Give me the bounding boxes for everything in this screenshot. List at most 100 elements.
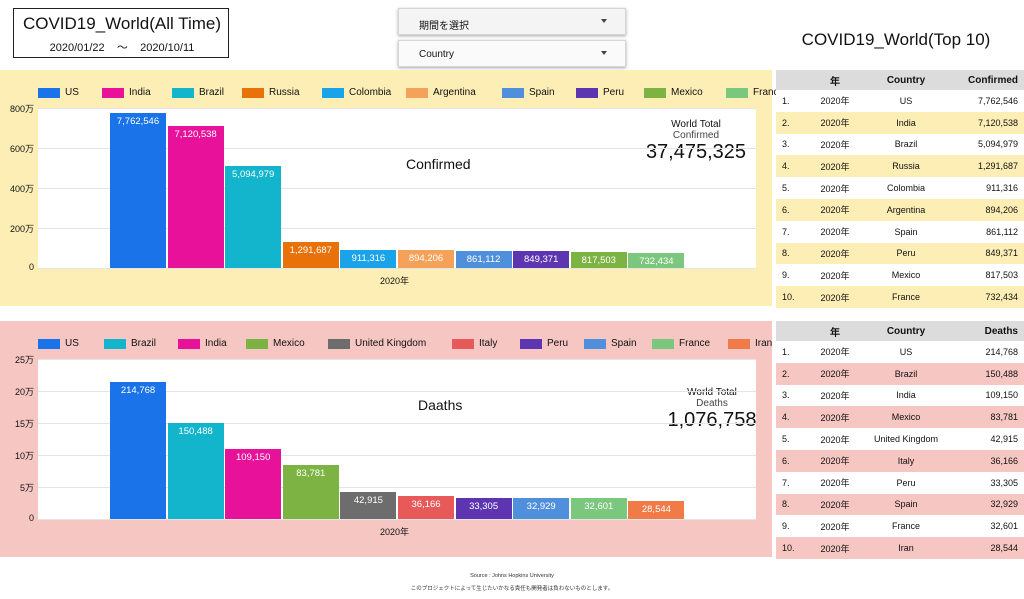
country-cell: Spain [894, 226, 918, 237]
top10-title: COVID19_World(Top 10) [801, 30, 991, 49]
year-cell: 2020年 [820, 161, 850, 172]
legend-item: United Kingdom [328, 338, 426, 349]
legend-label: US [65, 87, 79, 98]
rank-cell: 6. [782, 455, 790, 466]
rank-cell: 1. [782, 346, 790, 357]
country-dropdown[interactable]: Country [398, 40, 626, 67]
legend-label: France [679, 338, 711, 349]
year-cell: 2020年 [820, 390, 850, 401]
rank-cell: 9. [782, 270, 790, 281]
legend-label: Spain [611, 338, 637, 349]
bar-value-label: 32,601 [584, 501, 614, 513]
year-cell: 2020年 [820, 292, 850, 303]
table-row: 6. 2020年 Argentina 894,206 [776, 199, 1024, 221]
legend-label: Spain [529, 87, 555, 98]
legend-swatch [172, 87, 194, 98]
bar [455, 497, 512, 519]
y-tick-label: 200万 [9, 224, 34, 234]
country-cell: Mexico [891, 270, 921, 281]
world-total-sub: Deaths [696, 398, 728, 409]
gridline [38, 455, 756, 456]
y-tick-label: 400万 [9, 184, 34, 194]
rank-cell: 1. [782, 95, 790, 106]
rank-cell: 9. [782, 521, 790, 532]
country-cell: India [896, 390, 916, 401]
legend-swatch [726, 87, 748, 98]
rank-cell: 10. [782, 543, 795, 554]
legend-swatch [452, 338, 474, 349]
bar [398, 495, 454, 519]
world-total-value: 1,076,758 [667, 409, 757, 431]
year-cell: 2020年 [820, 434, 850, 445]
year-cell: 2020年 [820, 521, 850, 532]
table-header: 年 Country Deaths [776, 321, 1024, 341]
legend-label: Iran [755, 338, 773, 349]
value-cell: 33,305 [990, 477, 1018, 488]
confirmed-chart-title: Confirmed [406, 156, 471, 172]
bar [570, 498, 627, 519]
year-cell: 2020年 [820, 205, 850, 216]
bar-value-label: 83,781 [296, 468, 326, 480]
bar-value-label: 817,503 [581, 254, 616, 266]
value-cell: 83,781 [990, 412, 1018, 423]
year-cell: 2020年 [820, 369, 850, 380]
value-cell: 817,503 [985, 270, 1018, 281]
table-row: 6. 2020年 Italy 36,166 [776, 450, 1024, 472]
legend-label: Russia [269, 87, 300, 98]
country-cell: Peru [896, 248, 916, 259]
bar-value-label: 109,150 [236, 452, 271, 464]
y-tick-label: 0 [28, 513, 34, 523]
value-cell: 732,434 [985, 292, 1018, 303]
legend-label: Mexico [671, 87, 703, 98]
legend-swatch [652, 338, 674, 349]
gridline [38, 359, 756, 360]
period-dropdown[interactable]: 期間を選択 [398, 8, 626, 35]
y-tick-label: 25万 [14, 355, 34, 365]
table-row: 3. 2020年 India 109,150 [776, 384, 1024, 407]
country-cell: India [896, 117, 916, 128]
legend-swatch [322, 87, 344, 98]
value-cell: 911,316 [986, 183, 1018, 194]
year-cell: 2020年 [820, 543, 850, 554]
year-cell: 2020年 [820, 412, 850, 423]
legend-item: Iran [728, 338, 772, 349]
year-cell: 2020年 [820, 139, 850, 150]
legend-label: Mexico [273, 338, 305, 349]
country-cell: Iran [898, 543, 914, 554]
legend-swatch [644, 87, 666, 98]
year-cell: 2020年 [820, 248, 850, 259]
year-cell: 2020年 [820, 118, 850, 129]
bar-value-label: 911,316 [351, 252, 386, 264]
country-cell: Colombia [886, 183, 926, 194]
legend-label: Peru [547, 338, 569, 349]
value-cell: 32,929 [990, 499, 1018, 510]
country-cell: Peru [896, 477, 916, 488]
bar-value-label: 861,112 [466, 253, 501, 265]
value-cell: 42,915 [990, 434, 1018, 445]
legend-item: US [38, 87, 79, 98]
legend-swatch [178, 338, 200, 349]
gridline [38, 423, 756, 424]
date-to: 2020/10/11 [140, 42, 195, 54]
legend-item: France [726, 87, 784, 98]
value-cell: 894,206 [985, 204, 1018, 215]
date-range: 2020/01/22 〜 2020/10/11 [14, 39, 230, 55]
bar-value-label: 849,371 [524, 254, 559, 265]
country-cell: United Kingdom [873, 434, 939, 445]
bar [513, 251, 570, 268]
legend-item: Russia [242, 87, 300, 98]
rank-cell: 5. [782, 183, 790, 194]
bar [628, 500, 685, 519]
legend-swatch [406, 87, 428, 98]
value-cell: 861,112 [986, 226, 1018, 237]
value-cell: 849,371 [985, 248, 1018, 259]
gridline [38, 268, 756, 269]
legend-label: India [205, 338, 227, 349]
table-row: 3. 2020年 Brazil 5,094,979 [776, 133, 1024, 156]
country-cell: Russia [892, 161, 920, 172]
gridline [38, 108, 756, 109]
year-cell: 2020年 [820, 270, 850, 281]
legend-swatch [104, 338, 126, 349]
year-cell: 2020年 [820, 499, 850, 510]
bar [167, 422, 224, 519]
